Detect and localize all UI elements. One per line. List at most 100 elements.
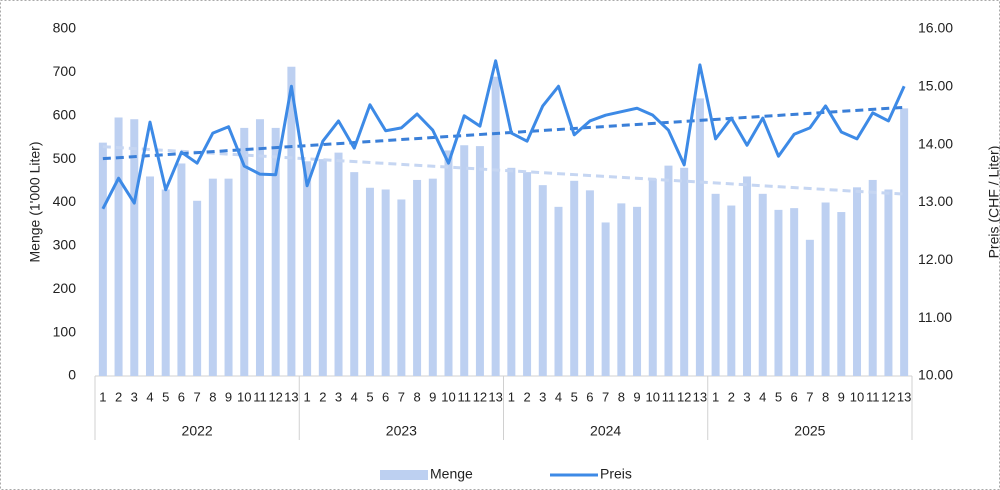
bar <box>177 163 186 376</box>
bar <box>711 193 720 376</box>
bar <box>350 172 359 376</box>
x-tick-label: 9 <box>225 389 232 404</box>
bar <box>617 203 626 376</box>
x-tick-label: 2 <box>319 389 326 404</box>
x-tick-label: 12 <box>881 389 895 404</box>
bar <box>255 119 264 376</box>
x-tick-label: 2 <box>523 389 530 404</box>
y-tick-label: 700 <box>53 63 77 79</box>
bar <box>585 190 594 376</box>
x-tick-label: 5 <box>571 389 578 404</box>
bar <box>523 172 532 376</box>
bar <box>287 66 296 376</box>
x-tick-label: 10 <box>646 389 660 404</box>
legend-label: Menge <box>430 466 473 482</box>
bar <box>664 165 673 376</box>
x-tick-label: 11 <box>457 389 471 404</box>
x-tick-label: 6 <box>382 389 389 404</box>
y2-tick-label: 14.00 <box>918 135 953 151</box>
x-tick-label: 7 <box>806 389 813 404</box>
x-tick-label: 10 <box>441 389 455 404</box>
bar <box>98 142 107 376</box>
y-axis-title: Menge (1'000 Liter) <box>27 142 43 263</box>
x-tick-label: 9 <box>838 389 845 404</box>
y2-tick-label: 16.00 <box>918 20 953 36</box>
x-tick-label: 12 <box>677 389 691 404</box>
x-tick-label: 2 <box>115 389 122 404</box>
bar <box>900 108 909 376</box>
bar <box>114 117 123 377</box>
bar <box>271 127 280 377</box>
x-tick-label: 5 <box>366 389 373 404</box>
bar <box>837 212 846 376</box>
x-tick-label: 9 <box>429 389 436 404</box>
bar <box>318 159 327 376</box>
bar <box>601 222 610 376</box>
bar <box>365 187 374 376</box>
y-tick-label: 0 <box>68 367 76 383</box>
x-tick-label: 1 <box>99 389 106 404</box>
x-tick-label: 10 <box>237 389 251 404</box>
y2-tick-label: 11.00 <box>918 309 952 325</box>
price-line <box>101 59 906 210</box>
x-tick-label: 10 <box>850 389 864 404</box>
x-tick-label: 8 <box>822 389 829 404</box>
bar <box>853 187 862 376</box>
x-tick-label: 3 <box>131 389 138 404</box>
bar <box>460 145 469 376</box>
bar <box>397 199 406 376</box>
y-tick-label: 400 <box>53 193 77 209</box>
x-tick-label: 6 <box>791 389 798 404</box>
bar <box>695 98 704 377</box>
x-tick-label: 2 <box>728 389 735 404</box>
bar <box>680 167 689 376</box>
x-tick-label: 4 <box>759 389 766 404</box>
bar <box>774 209 783 376</box>
y2-axis-title: Preis (CHF / Liter) <box>986 146 1000 259</box>
x-tick-label: 8 <box>413 389 420 404</box>
bar <box>193 200 202 376</box>
x-tick-label: 1 <box>303 389 310 404</box>
x-tick-label: 13 <box>897 389 911 404</box>
bar <box>633 206 642 376</box>
x-tick-label: 3 <box>539 389 546 404</box>
legend-label: Preis <box>600 466 632 482</box>
y-tick-label: 500 <box>53 150 77 166</box>
bar <box>240 127 249 377</box>
group-label: 2025 <box>794 423 825 439</box>
x-tick-label: 4 <box>146 389 153 404</box>
bar <box>554 206 563 376</box>
x-tick-label: 7 <box>602 389 609 404</box>
x-tick-label: 8 <box>618 389 625 404</box>
bar <box>868 179 877 376</box>
x-tick-label: 13 <box>488 389 502 404</box>
y-tick-label: 600 <box>53 106 77 122</box>
bar <box>790 208 799 376</box>
bar <box>208 178 217 376</box>
x-tick-label: 11 <box>866 389 880 404</box>
bar <box>224 178 233 376</box>
y-tick-label: 100 <box>53 323 77 339</box>
x-tick-label: 1 <box>712 389 719 404</box>
y2-tick-label: 10.00 <box>918 367 953 383</box>
bar <box>475 146 484 376</box>
bar <box>758 193 767 376</box>
bar <box>884 189 893 376</box>
bar <box>805 239 814 376</box>
x-tick-label: 6 <box>586 389 593 404</box>
x-tick-label: 11 <box>253 389 267 404</box>
x-tick-label: 13 <box>693 389 707 404</box>
bar <box>821 202 830 376</box>
x-tick-label: 5 <box>162 389 169 404</box>
bar <box>538 185 547 376</box>
x-tick-label: 4 <box>555 389 562 404</box>
y-tick-label: 200 <box>53 280 77 296</box>
x-tick-label: 6 <box>178 389 185 404</box>
x-tick-label: 4 <box>351 389 358 404</box>
bar <box>145 176 154 376</box>
x-tick-label: 8 <box>209 389 216 404</box>
bar <box>161 189 170 376</box>
bar <box>334 152 343 376</box>
x-tick-label: 7 <box>194 389 201 404</box>
